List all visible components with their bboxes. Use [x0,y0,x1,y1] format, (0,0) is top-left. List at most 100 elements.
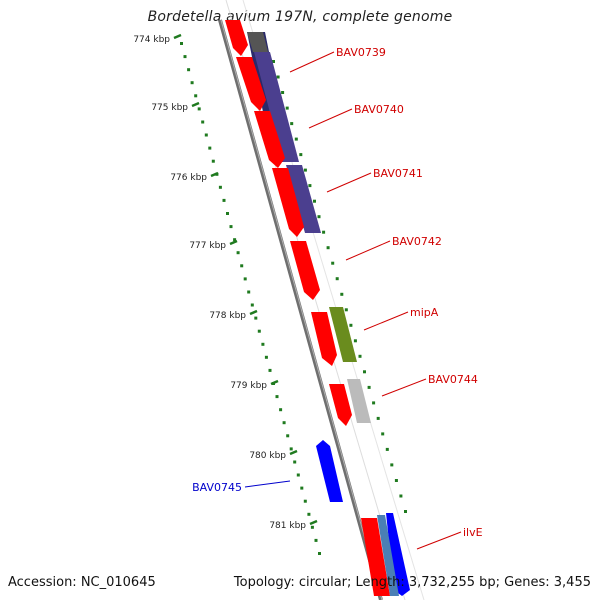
tick-dot [222,198,226,202]
gene-feature-red [225,20,248,56]
gene-label[interactable]: ilvE [463,526,483,539]
accession-label: Accession: NC_010645 [8,575,156,590]
tick-dot [268,368,272,372]
tick-dot [190,81,194,85]
tick-mark [173,33,182,40]
gene-feature-purple [254,52,299,162]
tick-dot [218,185,222,189]
tick-dot [358,354,362,358]
tick-mark [249,309,258,316]
tick-dot [372,401,376,405]
gene-feature-grey [347,379,371,423]
tick-dot [367,385,371,389]
tick-dot [331,261,335,265]
tick-dot [226,212,229,215]
tick-dot [243,277,247,281]
tick-labels: 774 kbp 775 kbp 776 kbp 777 kbp 778 kbp 779 k… [133,35,306,531]
tick-dot [257,329,261,333]
gene-feature-darkgrey [247,32,268,52]
tick-dot [363,370,366,374]
tick-dot [314,538,318,542]
tick-dot [236,251,240,255]
genome-title: Bordetella avium 197N, complete genome [147,9,453,25]
tick-dot [180,42,183,45]
tick-dot [310,525,314,529]
gene-label[interactable]: BAV0745 [192,481,242,494]
tick-mark [309,519,318,526]
tick-dot [335,277,339,281]
tick-dot [247,290,251,294]
gene-label[interactable]: mipA [410,306,439,319]
genome-summary: Topology: circular; Length: 3,732,255 bp… [233,575,591,590]
tick-dot [229,225,233,229]
tick-dot [281,91,285,94]
gene-leader-line [308,108,353,129]
gene-feature-red [254,111,285,168]
gene-feature-blue [386,513,410,596]
tick-dot [307,512,311,516]
tick-dot [318,552,321,555]
gene-label[interactable]: BAV0739 [336,46,386,59]
tick-dot [376,416,380,420]
gene-feature-steel [377,515,399,596]
tick-dot [289,447,293,451]
gene-leader-line [326,172,372,193]
tick-dot [285,106,289,110]
gene-leader-line [289,51,335,73]
tick-dot [272,60,275,63]
tick-dot [404,510,407,513]
tick-dot [194,94,198,98]
tick-dot [326,246,330,250]
tick-dot [240,264,244,268]
gene-labels: BAV0739 BAV0740 BAV0741 BAV0742 mipA BAV0744 B… [192,46,483,539]
tick-dot [279,408,283,412]
tick-dot [344,308,348,312]
tick-dot [254,316,258,320]
tick-dot [300,486,304,490]
tick-dot [349,323,353,327]
gene-feature-purple [286,165,321,233]
feature-track [225,20,410,596]
tick-dot [303,499,307,503]
tick-dot [317,215,321,219]
tick-dot [390,463,394,467]
tick-dot [353,339,357,343]
tick-dot [204,133,208,137]
tick-dot [233,238,237,242]
tick-label: 776 kbp [170,173,207,183]
tick-dot [211,159,215,163]
tick-mark [210,171,219,178]
tick-dot [293,460,297,464]
gene-label[interactable]: BAV0740 [354,103,404,116]
gene-leader-lines [244,51,462,550]
tick-dot [187,68,191,72]
tick-dot [294,137,298,141]
tick-dot [282,421,286,425]
tick-dot [381,432,385,436]
gene-label[interactable]: BAV0741 [373,167,423,180]
gene-label[interactable]: BAV0744 [428,373,478,386]
tick-mark [270,379,279,386]
tick-dot [385,447,389,451]
tick-dot [275,395,279,399]
gene-leader-line [381,378,427,397]
gene-feature-red [329,384,352,426]
tick-dot [276,75,280,79]
gene-leader-line [244,480,291,488]
gene-label[interactable]: BAV0742 [392,235,442,248]
gene-feature-red [311,312,337,366]
tick-dot [183,55,187,59]
tick-dot [296,473,300,477]
tick-label: 781 kbp [269,521,306,531]
tick-label: 778 kbp [209,311,246,321]
tick-mark [229,239,238,246]
gene-feature-green [329,307,357,362]
tick-label: 774 kbp [133,35,170,45]
tick-dot [250,303,254,307]
tick-dot [340,292,344,296]
gene-feature-red [236,57,266,111]
tick-dot [322,230,326,234]
gene-feature-red [272,168,304,237]
tick-dot [313,199,316,203]
